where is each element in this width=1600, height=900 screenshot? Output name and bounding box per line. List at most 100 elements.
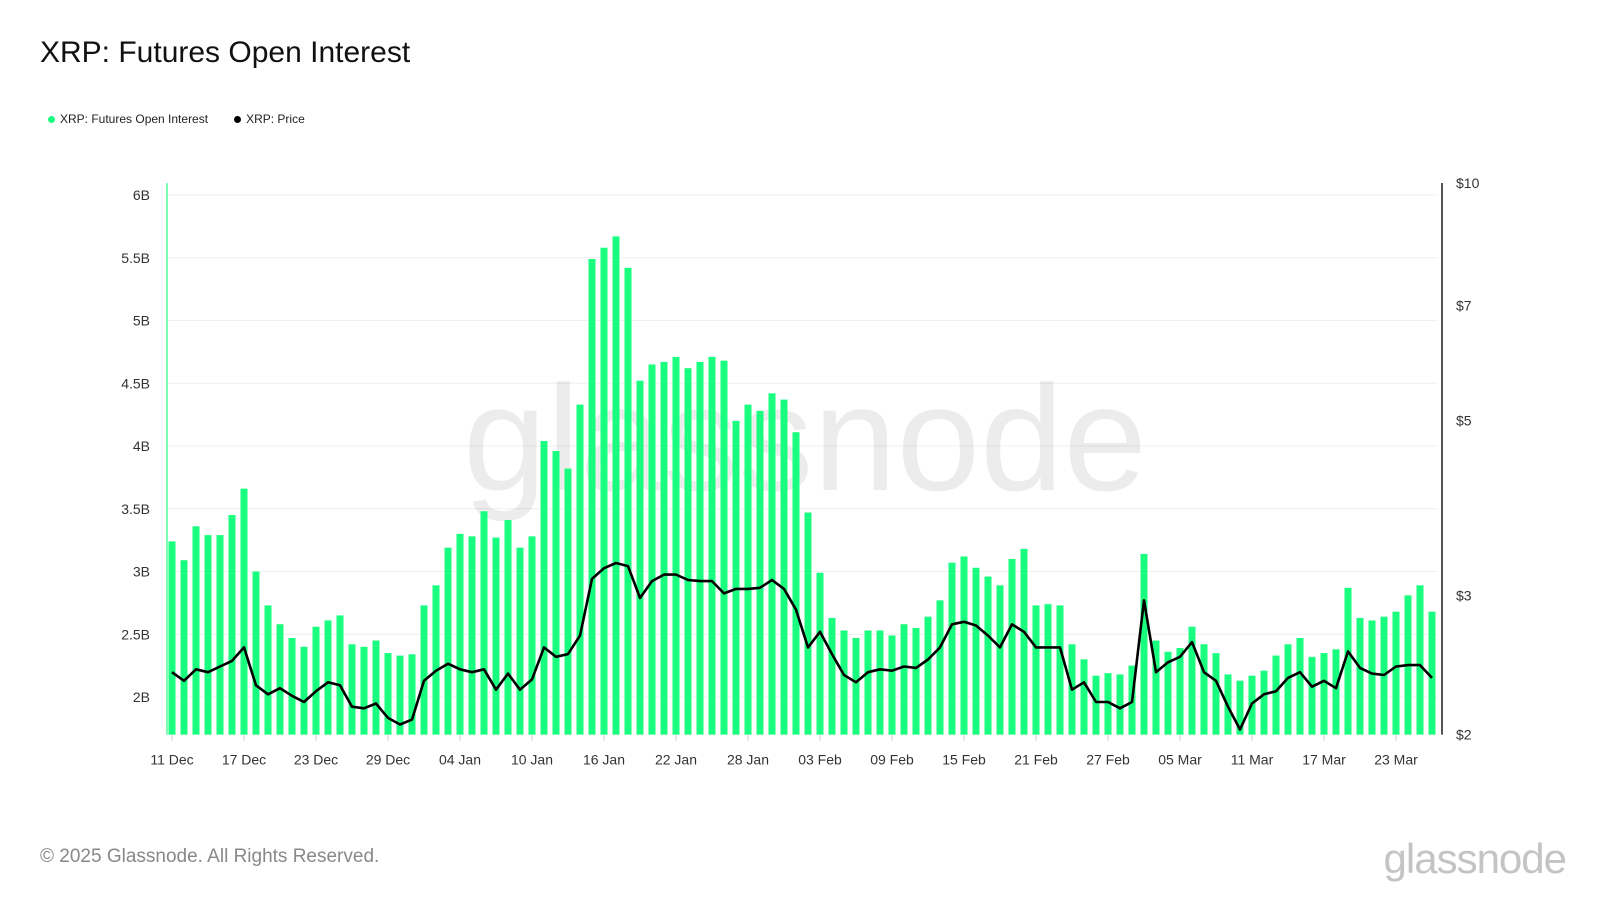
open-interest-bar bbox=[1188, 626, 1196, 735]
glassnode-logo: glassnode bbox=[1383, 835, 1567, 882]
x-axis-tick-label: 17 Mar bbox=[1302, 752, 1346, 768]
open-interest-bar bbox=[708, 356, 716, 735]
right-axis-tick-label: $2 bbox=[1456, 727, 1472, 743]
open-interest-bar bbox=[288, 638, 296, 735]
open-interest-bar bbox=[588, 259, 596, 735]
open-interest-bar bbox=[540, 440, 548, 735]
open-interest-bar bbox=[180, 560, 188, 735]
open-interest-bar bbox=[528, 536, 536, 735]
left-axis-tick-label: 2B bbox=[133, 689, 150, 705]
open-interest-bar bbox=[984, 576, 992, 735]
open-interest-bar bbox=[1200, 644, 1208, 735]
open-interest-bar bbox=[744, 404, 752, 735]
left-axis-tick-label: 6B bbox=[133, 187, 150, 203]
left-axis-tick-label: 3B bbox=[133, 564, 150, 580]
open-interest-bar bbox=[1296, 638, 1304, 735]
open-interest-bar bbox=[720, 360, 728, 735]
x-axis-tick-label: 27 Feb bbox=[1086, 752, 1130, 768]
open-interest-bar bbox=[1212, 653, 1220, 735]
open-interest-bar bbox=[228, 515, 236, 735]
open-interest-bar bbox=[444, 547, 452, 735]
open-interest-bar bbox=[780, 399, 788, 735]
x-axis-tick-label: 09 Feb bbox=[870, 752, 914, 768]
open-interest-bar bbox=[936, 600, 944, 735]
open-interest-bar bbox=[204, 535, 212, 735]
left-axis-tick-label: 5.5B bbox=[121, 250, 150, 266]
price-line-group bbox=[171, 561, 1433, 731]
open-interest-bar bbox=[1308, 656, 1316, 735]
x-axis-tick-label: 10 Jan bbox=[511, 752, 553, 768]
open-interest-bar bbox=[912, 627, 920, 735]
open-interest-bar bbox=[1176, 648, 1184, 735]
open-interest-bar bbox=[1056, 605, 1064, 735]
open-interest-bar bbox=[1104, 673, 1112, 735]
open-interest-bar bbox=[564, 468, 572, 735]
open-interest-bar bbox=[264, 605, 272, 735]
open-interest-bar bbox=[876, 630, 884, 735]
open-interest-bar bbox=[636, 380, 644, 735]
open-interest-bar bbox=[696, 361, 704, 735]
open-interest-bar bbox=[408, 654, 416, 735]
x-axis-tick-label: 15 Feb bbox=[942, 752, 986, 768]
open-interest-bar bbox=[1392, 611, 1400, 735]
left-axis-tick-label: 4B bbox=[133, 438, 150, 454]
legend-item-price[interactable]: XRP: Price bbox=[234, 112, 305, 126]
open-interest-bar bbox=[1260, 670, 1268, 735]
right-axis-tick-label: $7 bbox=[1456, 297, 1472, 313]
open-interest-bar bbox=[612, 236, 620, 735]
open-interest-bar bbox=[840, 630, 848, 735]
open-interest-bars bbox=[168, 236, 1436, 735]
open-interest-bar bbox=[852, 638, 860, 735]
open-interest-bar bbox=[1416, 585, 1424, 735]
open-interest-bar bbox=[1032, 605, 1040, 735]
open-interest-bar bbox=[648, 364, 656, 735]
open-interest-bar bbox=[684, 368, 692, 735]
open-interest-bar bbox=[552, 451, 560, 735]
axes: 2B 2.5B 3B 3.5B 4B 4.5B 5B 5.5B 6B $2 $3 $5 $7 $10 11 … bbox=[121, 175, 1479, 768]
x-axis-tick-label: 23 Dec bbox=[294, 752, 338, 768]
open-interest-bar bbox=[252, 571, 260, 735]
open-interest-bar bbox=[372, 640, 380, 735]
open-interest-bar bbox=[828, 617, 836, 735]
open-interest-bar bbox=[348, 644, 356, 735]
open-interest-bar bbox=[1368, 620, 1376, 735]
x-axis-tick-label: 29 Dec bbox=[366, 752, 410, 768]
open-interest-bar bbox=[1044, 604, 1052, 735]
open-interest-bar bbox=[660, 361, 668, 735]
open-interest-bar bbox=[216, 535, 224, 735]
open-interest-bar bbox=[1020, 548, 1028, 735]
open-interest-bar bbox=[804, 512, 812, 735]
open-interest-bar bbox=[300, 646, 308, 735]
open-interest-bar bbox=[864, 630, 872, 735]
x-axis-tick-label: 16 Jan bbox=[583, 752, 625, 768]
open-interest-bar bbox=[756, 410, 764, 735]
open-interest-bar bbox=[1152, 640, 1160, 735]
open-interest-bar bbox=[516, 547, 524, 735]
open-interest-bar bbox=[1008, 558, 1016, 735]
x-axis-tick-label: 23 Mar bbox=[1374, 752, 1418, 768]
open-interest-bar bbox=[324, 620, 332, 735]
open-interest-bar bbox=[192, 526, 200, 735]
open-interest-bar bbox=[624, 267, 632, 735]
left-axis-tick-label: 5B bbox=[133, 313, 150, 329]
open-interest-bar bbox=[480, 511, 488, 735]
legend-dot-green-icon bbox=[48, 115, 55, 123]
open-interest-bar bbox=[600, 247, 608, 735]
open-interest-bar bbox=[456, 533, 464, 735]
open-interest-bar bbox=[1344, 587, 1352, 735]
legend-item-open-interest[interactable]: XRP: Futures Open Interest bbox=[48, 112, 208, 126]
chart-title: XRP: Futures Open Interest bbox=[40, 36, 411, 69]
x-axis-tick-label: 22 Jan bbox=[655, 752, 697, 768]
open-interest-bar bbox=[504, 520, 512, 735]
legend: XRP: Futures Open Interest XRP: Price bbox=[48, 112, 305, 126]
legend-label: XRP: Price bbox=[246, 112, 305, 126]
x-axis-tick-label: 04 Jan bbox=[439, 752, 481, 768]
open-interest-bar bbox=[816, 572, 824, 735]
x-axis-tick-label: 17 Dec bbox=[222, 752, 266, 768]
left-axis-tick-label: 2.5B bbox=[121, 626, 150, 642]
open-interest-bar bbox=[384, 653, 392, 735]
price-line bbox=[171, 561, 1433, 731]
open-interest-bar bbox=[672, 356, 680, 735]
left-axis-tick-label: 4.5B bbox=[121, 375, 150, 391]
x-axis-tick-label: 21 Feb bbox=[1014, 752, 1058, 768]
